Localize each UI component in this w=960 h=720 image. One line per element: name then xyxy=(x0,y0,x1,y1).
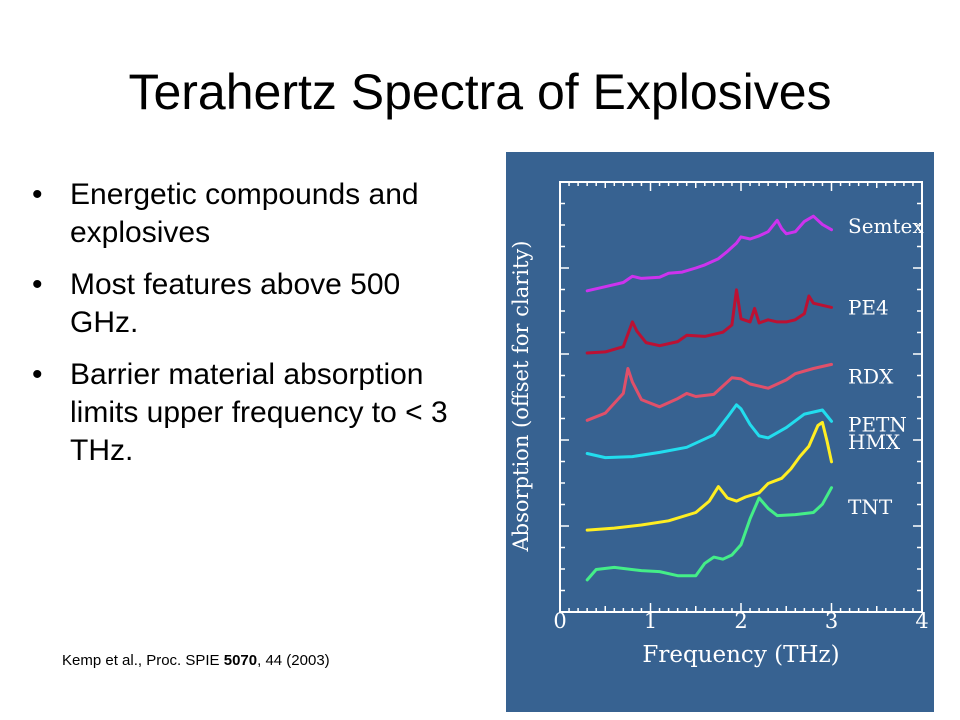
citation-prefix: Kemp et al., Proc. SPIE xyxy=(62,652,224,669)
citation-suffix: , 44 (2003) xyxy=(257,652,330,669)
x-tick-label: 2 xyxy=(734,609,747,633)
y-axis-label: Absorption (offset for clarity) xyxy=(509,241,533,553)
series-line-hmx xyxy=(585,420,833,532)
x-tick-label: 4 xyxy=(915,609,928,633)
series-label-pe4: PE4 xyxy=(848,296,889,320)
bullet-list: • Energetic compounds and explosives • Mos… xyxy=(32,176,472,484)
series-label-semtex: Semtex xyxy=(848,214,924,238)
citation-volume: 5070 xyxy=(223,652,258,669)
x-axis-label: Frequency (THz) xyxy=(642,642,839,668)
axis-ticks xyxy=(559,181,923,613)
x-tick-label: 3 xyxy=(825,609,838,633)
series-label-petn: PETN xyxy=(848,413,907,437)
series-line-tnt xyxy=(585,486,833,582)
x-tick-label: 1 xyxy=(644,609,657,633)
series-line-semtex xyxy=(585,214,833,293)
x-tick-labels: 0 1 2 3 4 xyxy=(553,609,928,633)
series-label-hmx: HMX xyxy=(848,430,901,454)
series-label-tnt: TNT xyxy=(848,495,893,519)
citation: Kemp et al., Proc. SPIE 5070, 44 (2003) xyxy=(62,652,330,669)
series-line-petn xyxy=(585,403,833,460)
bullet-dot-icon: • xyxy=(32,268,43,301)
bullet-dot-icon: • xyxy=(32,358,43,391)
bullet-item: • Energetic compounds and explosives xyxy=(32,176,472,252)
chart-panel: 0 1 2 3 4 Semtex PE4 RDX PETN HMX TNT Frequency (… xyxy=(506,152,934,712)
bullet-text: Barrier material absorption limits upper… xyxy=(70,358,448,467)
slide-title: Terahertz Spectra of Explosives xyxy=(128,64,832,120)
bullet-text: Energetic compounds and explosives xyxy=(70,178,419,249)
series-line-rdx xyxy=(585,362,833,422)
bullet-dot-icon: • xyxy=(32,178,43,211)
series-lines xyxy=(585,214,833,582)
x-tick-label: 0 xyxy=(553,609,566,633)
bullet-item: • Barrier material absorption limits uppe… xyxy=(32,356,472,470)
series-line-pe4 xyxy=(585,288,833,355)
chart-background xyxy=(506,152,934,712)
bullet-text: Most features above 500 GHz. xyxy=(70,268,401,339)
bullet-item: • Most features above 500 GHz. xyxy=(32,266,472,342)
series-label-rdx: RDX xyxy=(848,364,894,388)
